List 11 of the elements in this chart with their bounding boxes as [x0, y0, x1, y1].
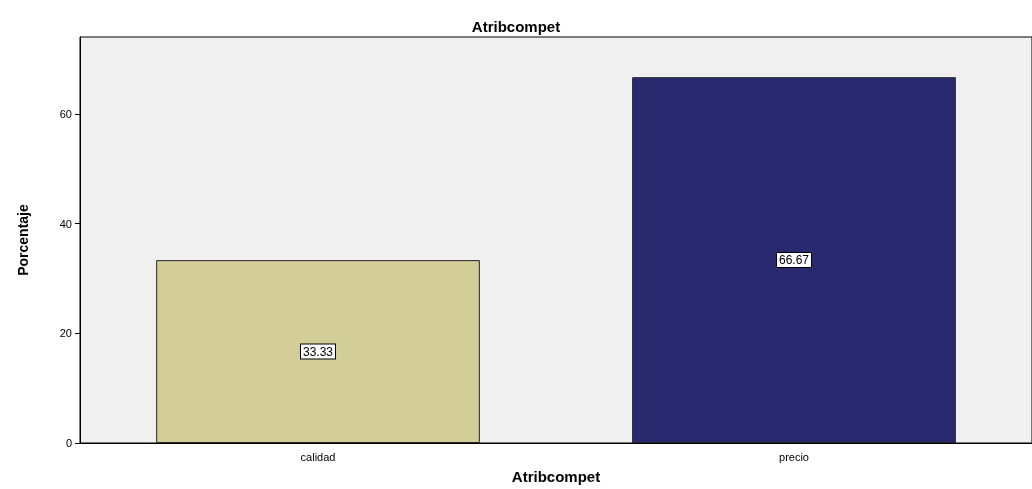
y-tick-label: 60	[59, 107, 72, 120]
y-axis-title: Porcentaje	[15, 204, 31, 276]
data-label: 66.67	[778, 253, 810, 268]
x-tick-label: calidad	[300, 450, 336, 463]
data-label: 33.33	[302, 344, 334, 359]
y-tick-label: 40	[59, 217, 72, 230]
y-tick-label: 20	[59, 327, 72, 340]
x-axis-title: Atribcompet	[511, 468, 601, 485]
chart-title: Atribcompet	[471, 18, 561, 35]
x-tick-label: precio	[779, 450, 809, 463]
y-tick-label: 0	[65, 437, 72, 449]
